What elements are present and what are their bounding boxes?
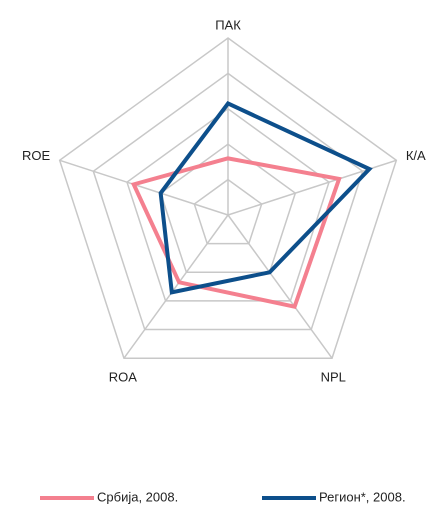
- axis-label: ROE: [22, 148, 51, 163]
- legend-label: Србија, 2008.: [97, 489, 178, 504]
- spoke: [59, 159, 229, 216]
- axis-label: К/А: [406, 148, 426, 163]
- axis-label: ROA: [109, 369, 138, 384]
- grid-ring: [126, 107, 330, 302]
- legend-label: Регион*, 2008.: [319, 489, 406, 504]
- grid-ring: [193, 178, 263, 245]
- spoke: [123, 214, 229, 359]
- spoke: [227, 214, 333, 359]
- grid-ring: [159, 143, 297, 274]
- grid-ring: [58, 37, 398, 359]
- series-line: [158, 100, 373, 295]
- axis-label: ПАК: [215, 17, 241, 32]
- axis-label: NPL: [321, 369, 346, 384]
- series-line: [130, 156, 342, 309]
